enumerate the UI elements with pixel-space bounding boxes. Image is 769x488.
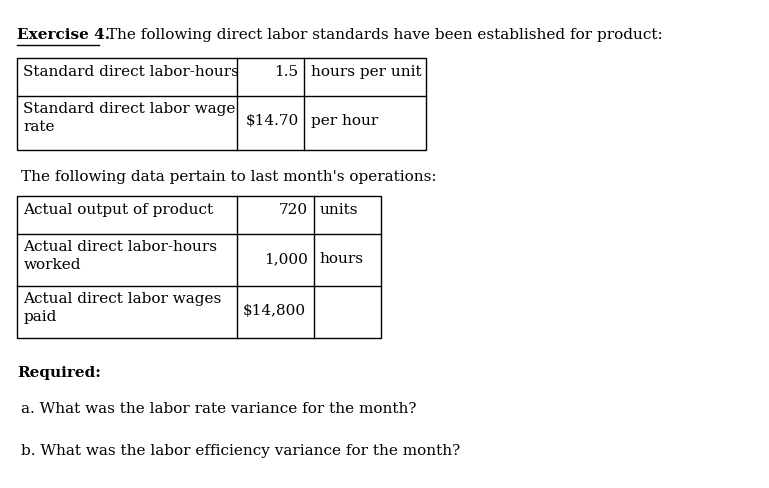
Text: $14,800: $14,800 xyxy=(242,304,305,318)
Text: per hour: per hour xyxy=(311,114,378,128)
Text: a. What was the labor rate variance for the month?: a. What was the labor rate variance for … xyxy=(21,402,416,416)
Text: hours per unit: hours per unit xyxy=(311,65,421,79)
Text: 1,000: 1,000 xyxy=(264,252,308,266)
Text: b. What was the labor efficiency variance for the month?: b. What was the labor efficiency varianc… xyxy=(21,444,460,458)
Text: Actual direct labor wages
paid: Actual direct labor wages paid xyxy=(23,292,221,325)
Text: The following direct labor standards have been established for product:: The following direct labor standards hav… xyxy=(102,28,663,42)
Bar xyxy=(17,196,381,338)
Text: Actual output of product: Actual output of product xyxy=(23,203,214,217)
Text: Standard direct labor-hours: Standard direct labor-hours xyxy=(23,65,239,79)
Text: Standard direct labor wage
rate: Standard direct labor wage rate xyxy=(23,102,236,134)
Text: 720: 720 xyxy=(279,203,308,217)
Text: $14.70: $14.70 xyxy=(245,114,298,128)
Bar xyxy=(17,58,426,150)
Text: Actual direct labor-hours
worked: Actual direct labor-hours worked xyxy=(23,240,218,272)
Text: The following data pertain to last month's operations:: The following data pertain to last month… xyxy=(21,170,436,184)
Text: 1.5: 1.5 xyxy=(275,65,298,79)
Text: units: units xyxy=(319,203,358,217)
Text: hours: hours xyxy=(319,252,363,266)
Text: Exercise 4.: Exercise 4. xyxy=(17,28,110,42)
Text: Required:: Required: xyxy=(17,366,101,380)
